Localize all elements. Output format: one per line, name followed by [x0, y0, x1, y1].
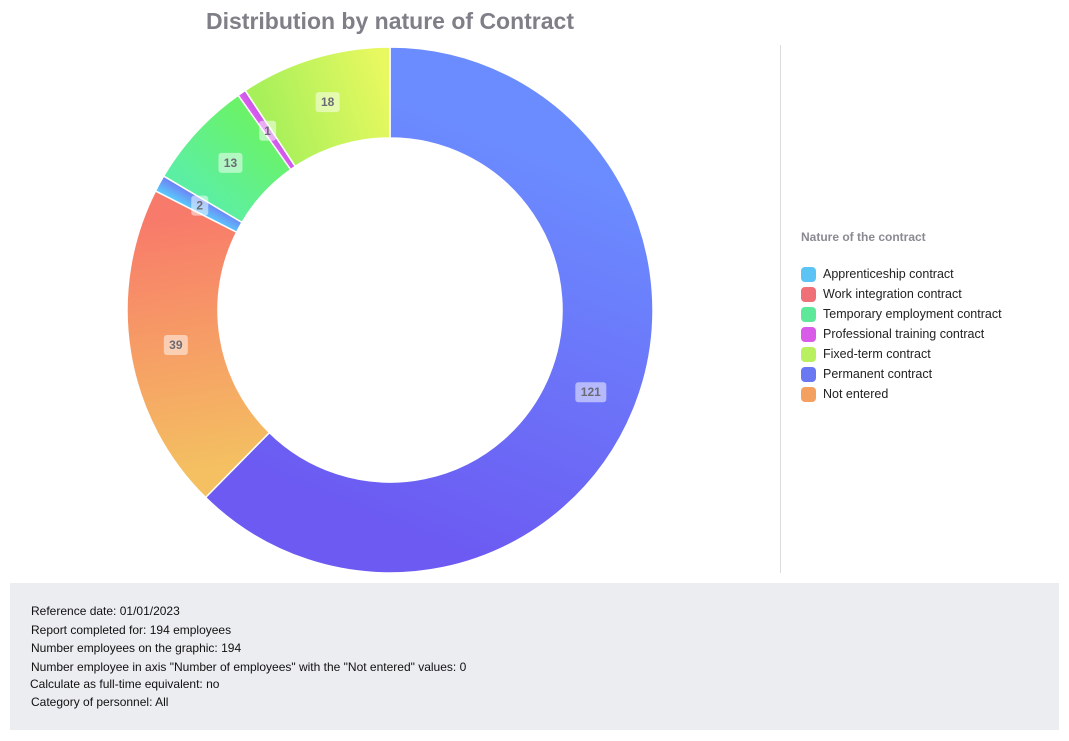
- legend-label: Professional training contract: [823, 327, 985, 341]
- data-label: 2: [196, 199, 203, 213]
- legend-swatch: [801, 346, 816, 362]
- data-label-bg: [315, 92, 340, 113]
- legend-label: Apprenticeship contract: [823, 267, 954, 281]
- data-label: 18: [321, 95, 335, 109]
- chart-title: Distribution by nature of Contract: [206, 8, 574, 34]
- info-full-time-equivalent: Calculate as full-time equivalent: no: [30, 677, 220, 691]
- legend-swatch: [801, 266, 816, 282]
- legend-label: Fixed-term contract: [823, 347, 931, 361]
- info-reference-date: Reference date: 01/01/2023: [31, 604, 180, 618]
- data-label: 121: [581, 385, 601, 399]
- info-employees-graphic: Number employees on the graphic: 194: [31, 641, 242, 655]
- data-label-bg: [575, 382, 607, 403]
- data-label: 13: [224, 156, 238, 170]
- info-report-completed: Report completed for: 194 employees: [31, 623, 232, 637]
- info-panel: Reference date: 01/01/2023 Report comple…: [10, 583, 1059, 730]
- legend-item-fixed-term-contract[interactable]: Fixed-term contract: [801, 344, 1061, 364]
- legend-item-apprenticeship-contract[interactable]: Apprenticeship contract: [801, 264, 1061, 284]
- donut-chart: 121 39 2 13 1 18: [126, 46, 654, 574]
- info-category-personnel: Category of personnel: All: [31, 695, 169, 709]
- legend-swatch: [801, 286, 816, 302]
- slice-not-entered[interactable]: [126, 189, 271, 499]
- legend-item-work-integration-contract[interactable]: Work integration contract: [801, 284, 1061, 304]
- legend-label: Not entered: [823, 387, 889, 401]
- legend-title: Nature of the contract: [801, 230, 926, 244]
- info-not-entered: Number employee in axis "Number of emplo…: [31, 660, 467, 674]
- legend-swatch: [801, 386, 816, 402]
- legend-swatch: [801, 326, 816, 342]
- legend-item-not-entered[interactable]: Not entered: [801, 384, 1061, 404]
- data-label-bg: [191, 195, 209, 216]
- data-label-bg: [218, 152, 243, 173]
- legend-item-temporary-employment-contract[interactable]: Temporary employment contract: [801, 304, 1061, 324]
- data-label: 1: [264, 124, 271, 138]
- legend-label: Work integration contract: [823, 287, 962, 301]
- slice-permanent-contract[interactable]: [204, 46, 654, 574]
- data-label: 39: [169, 338, 183, 352]
- legend-swatch: [801, 366, 816, 382]
- legend-label: Permanent contract: [823, 367, 933, 381]
- legend-item-professional-training-contract[interactable]: Professional training contract: [801, 324, 1061, 344]
- legend-item-permanent-contract[interactable]: Permanent contract: [801, 364, 1061, 384]
- data-label-bg: [259, 120, 277, 141]
- data-label-bg: [163, 334, 188, 355]
- legend: Nature of the contract Apprenticeship co…: [801, 230, 1061, 404]
- chart-divider: [780, 45, 781, 573]
- legend-swatch: [801, 306, 816, 322]
- legend-label: Temporary employment contract: [823, 307, 1002, 321]
